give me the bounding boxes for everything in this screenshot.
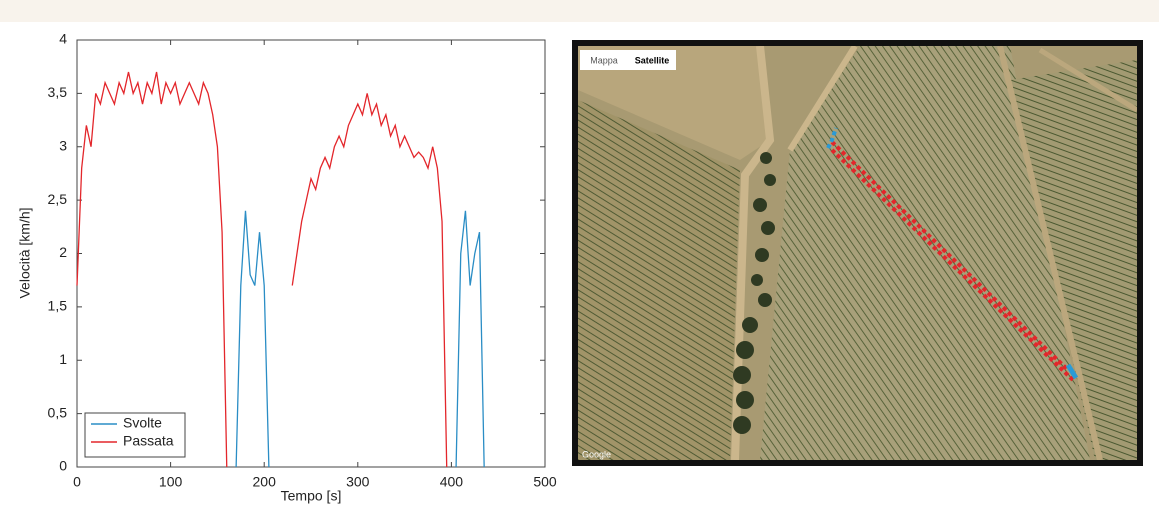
field — [578, 100, 740, 460]
map-control[interactable]: Mappa — [590, 55, 618, 65]
x-tick-label: 100 — [159, 474, 183, 490]
series-line — [235, 210, 485, 468]
x-tick-label: 500 — [533, 474, 557, 490]
x-tick-label: 200 — [253, 474, 277, 490]
road — [997, 46, 1103, 460]
track-turn — [826, 127, 838, 149]
y-tick-label: 0,5 — [48, 404, 68, 420]
x-tick-label: 400 — [440, 474, 464, 490]
top-strip — [0, 0, 1159, 22]
field — [1010, 60, 1137, 460]
y-tick-label: 1,5 — [48, 298, 68, 314]
road — [731, 46, 775, 460]
series-line — [76, 71, 448, 468]
map-attribution: Google — [582, 449, 611, 459]
x-tick-label: 0 — [73, 474, 81, 490]
y-tick-label: 1 — [59, 351, 67, 367]
y-tick-label: 4 — [59, 31, 67, 47]
track-turn — [1065, 363, 1079, 380]
map-control[interactable]: Satellite — [635, 55, 670, 65]
track-pass — [830, 140, 1070, 372]
map-controls — [580, 50, 676, 70]
bare-ground — [578, 46, 770, 160]
legend-box — [84, 412, 186, 458]
road — [1038, 47, 1137, 113]
legend-label: Passata — [123, 433, 174, 449]
y-tick-label: 2,5 — [48, 191, 68, 207]
trees — [733, 152, 776, 434]
map: Mappa Satellite Google — [572, 40, 1143, 466]
field — [760, 46, 1090, 460]
x-tick-label: 300 — [346, 474, 370, 490]
y-tick-label: 2 — [59, 244, 67, 260]
y-tick-label: 3 — [59, 137, 67, 153]
y-tick-label: 3,5 — [48, 84, 68, 100]
x-axis-label: Tempo [s] — [281, 488, 342, 504]
y-axis-label: Velocità [km/h] — [17, 207, 33, 298]
y-tick-label: 0 — [59, 458, 67, 474]
legend-label: Svolte — [123, 415, 162, 431]
road — [787, 46, 858, 152]
